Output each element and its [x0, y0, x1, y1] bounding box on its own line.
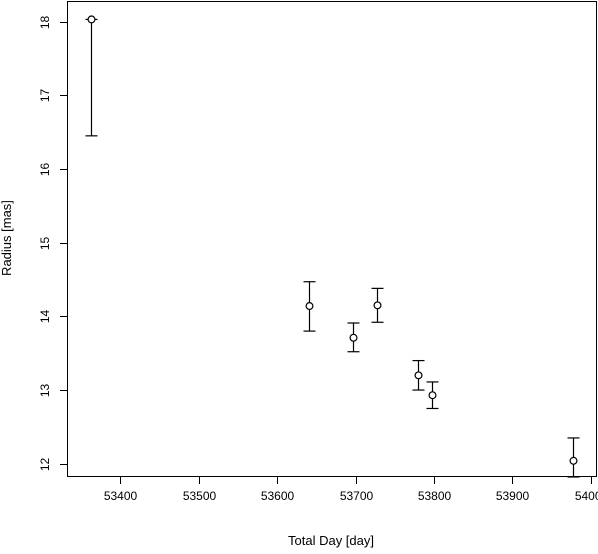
data-point	[87, 15, 96, 24]
data-point	[305, 302, 314, 311]
x-tick-label: 53700	[340, 489, 374, 503]
x-tick-label: 53400	[104, 489, 138, 503]
y-tick-label: 13	[38, 384, 52, 398]
error-bars-layer	[85, 18, 580, 478]
x-tick-label: 53900	[496, 489, 530, 503]
y-tick-label: 17	[38, 89, 52, 103]
y-tick-label: 14	[38, 310, 52, 324]
data-point	[569, 456, 578, 465]
x-tick-label: 54000	[575, 489, 598, 503]
y-tick-label: 16	[38, 163, 52, 177]
data-point	[414, 371, 423, 380]
y-tick-label: 18	[38, 16, 52, 30]
y-tick-label: 15	[38, 237, 52, 251]
x-tick-label: 53600	[261, 489, 295, 503]
plot-frame	[67, 1, 597, 477]
y-tick-label: 12	[38, 458, 52, 472]
data-point	[428, 391, 437, 400]
y-axis-label: Radius [mas]	[0, 200, 14, 276]
data-point	[349, 333, 358, 342]
axes-layer: 53400 53500 53600 53700 53800 53900 54000 12 13 1…	[38, 1, 598, 503]
x-tick-label: 53800	[418, 489, 452, 503]
x-tick-label: 53500	[183, 489, 217, 503]
data-points-layer	[87, 15, 578, 465]
data-point	[373, 301, 382, 310]
x-axis-label: Total Day [day]	[288, 533, 374, 548]
